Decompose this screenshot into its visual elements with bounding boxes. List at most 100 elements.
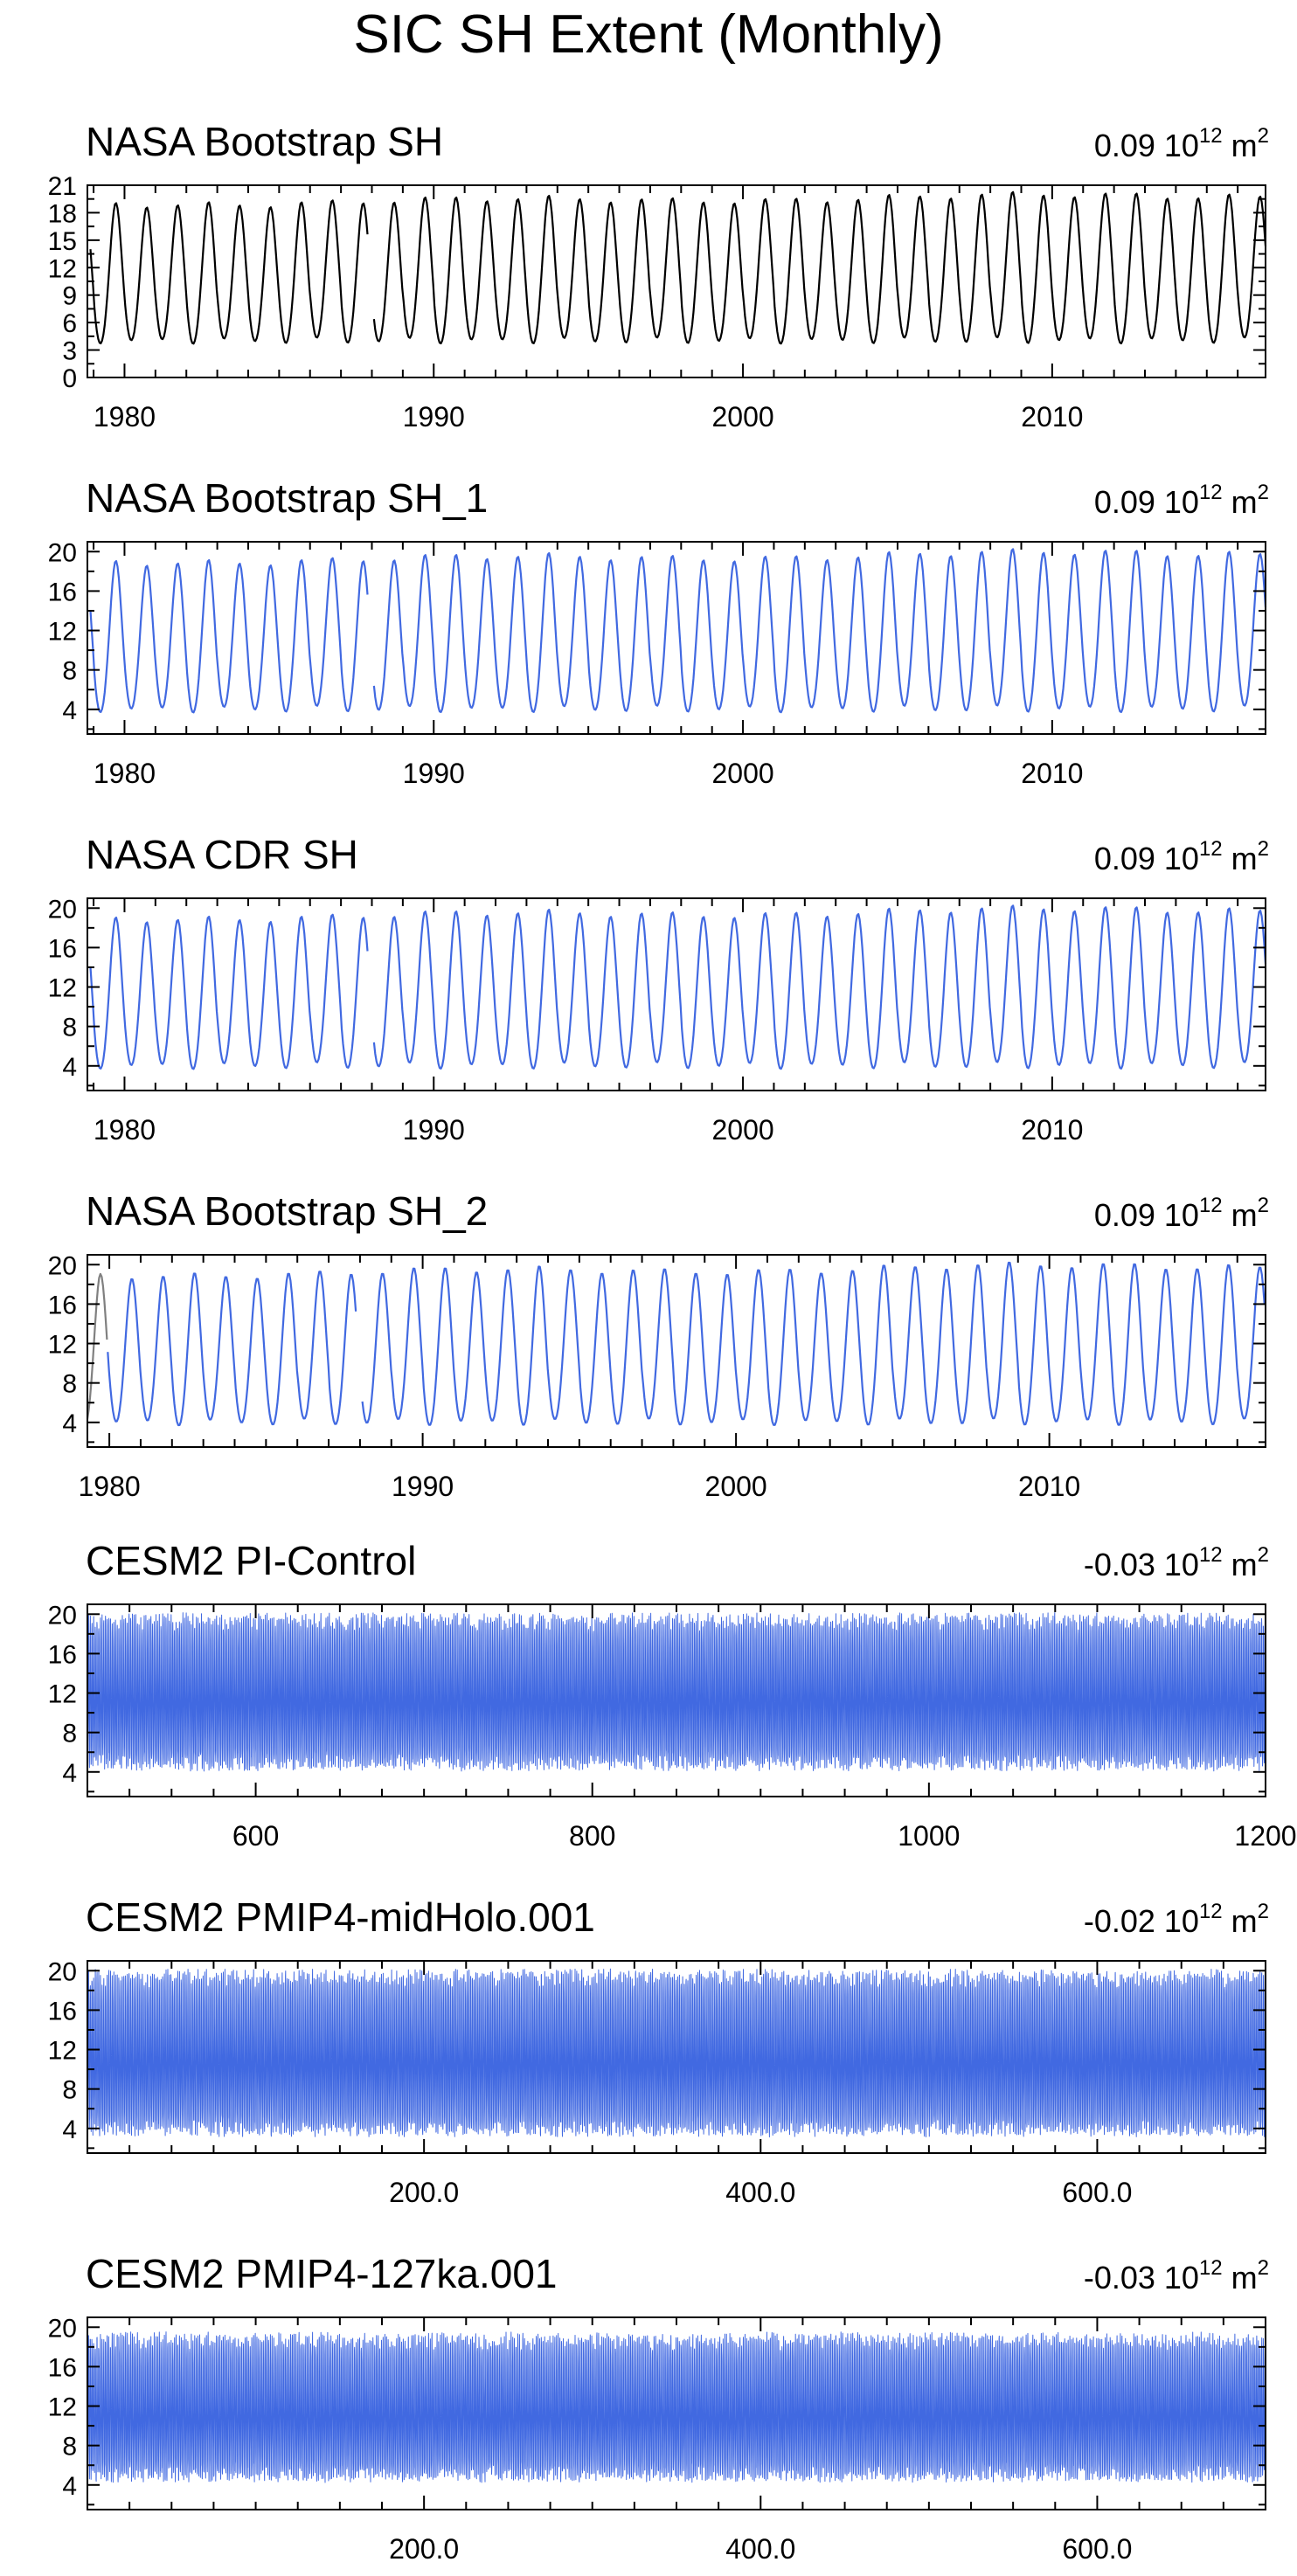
- panel-mean-value: -0.03 1012 m2: [1083, 2256, 1269, 2296]
- y-tick-label: 8: [62, 1720, 77, 1748]
- x-tick-label: 1980: [94, 401, 156, 433]
- y-tick-label: 20: [48, 1251, 77, 1280]
- y-tick-label: 16: [48, 1997, 77, 2025]
- plot-frame: [87, 541, 1266, 735]
- y-tick-label: 8: [62, 2433, 77, 2462]
- panel-4: 4 8 12 16 20 1980 1990 2000 2010: [48, 1251, 1266, 1502]
- panel-2: 4 8 12 16 20 1980 1990 2000 2010: [48, 538, 1267, 789]
- panel-title: NASA CDR SH: [86, 832, 358, 877]
- plot-frame: [87, 184, 1266, 378]
- y-tick-label: 12: [48, 1331, 77, 1360]
- y-tick-label: 8: [62, 657, 77, 686]
- y-tick-label: 4: [62, 2116, 77, 2144]
- data-series-1: [87, 1968, 1266, 2138]
- y-tick-label: 16: [48, 578, 77, 606]
- y-tick-label: 16: [48, 2353, 77, 2382]
- y-tick-label: 4: [62, 1409, 77, 1438]
- y-tick-label: 8: [62, 1014, 77, 1042]
- y-tick-label: 9: [62, 282, 77, 311]
- x-tick-label: 400.0: [725, 2533, 795, 2565]
- panel-mean-value: 0.09 1012 m2: [1093, 124, 1269, 164]
- panel-mean-value: -0.02 1012 m2: [1083, 1900, 1269, 1940]
- x-tick-label: 800: [569, 1820, 615, 1852]
- y-tick-label: 4: [62, 1053, 77, 1082]
- y-tick-label: 15: [48, 227, 77, 256]
- data-series-1: [87, 1612, 1266, 1772]
- y-tick-label: 16: [48, 1291, 77, 1319]
- y-tick-label: 0: [62, 364, 77, 393]
- plot-frame: [87, 897, 1266, 1091]
- y-tick-label: 16: [48, 934, 77, 963]
- y-tick-label: 21: [48, 172, 77, 201]
- y-tick-label: 20: [48, 2314, 77, 2343]
- x-tick-label: 400.0: [725, 2177, 795, 2208]
- panel-title: NASA Bootstrap SH_1: [86, 475, 489, 521]
- x-tick-label: 2010: [1018, 1471, 1080, 1502]
- panel-5: 4 8 12 16 20 600 800 1000 1200: [48, 1601, 1297, 1852]
- y-tick-label: 20: [48, 1601, 77, 1630]
- data-series-1: [89, 904, 1267, 1070]
- panel-title: CESM2 PMIP4-127ka.001: [86, 2251, 558, 2296]
- y-tick-label: 12: [48, 618, 77, 647]
- y-tick-label: 12: [48, 974, 77, 1003]
- x-tick-label: 200.0: [389, 2533, 459, 2565]
- y-tick-label: 8: [62, 2076, 77, 2105]
- x-tick-label: 1980: [79, 1471, 141, 1502]
- y-tick-label: 20: [48, 895, 77, 924]
- y-tick-label: 8: [62, 1370, 77, 1399]
- data-series-1: [87, 2331, 1266, 2483]
- data-series-1: [89, 190, 1267, 345]
- x-tick-label: 1990: [392, 1471, 454, 1502]
- plot-frame: [87, 1254, 1266, 1448]
- panel-mean-value: 0.09 1012 m2: [1093, 1194, 1269, 1234]
- y-tick-label: 16: [48, 1640, 77, 1669]
- data-series-1: [86, 1272, 108, 1419]
- y-tick-label: 4: [62, 696, 77, 725]
- x-tick-label: 600: [232, 1820, 279, 1852]
- y-tick-label: 20: [48, 538, 77, 567]
- y-tick-label: 12: [48, 2037, 77, 2066]
- panel-mean-value: 0.09 1012 m2: [1093, 481, 1269, 521]
- x-tick-label: 2000: [705, 1471, 767, 1502]
- x-tick-label: 2010: [1021, 758, 1083, 789]
- panel-mean-value: 0.09 1012 m2: [1093, 837, 1269, 877]
- y-tick-label: 12: [48, 1680, 77, 1709]
- x-tick-label: 1200: [1234, 1820, 1296, 1852]
- y-tick-label: 6: [62, 309, 77, 338]
- y-tick-label: 12: [48, 254, 77, 283]
- x-tick-label: 1000: [898, 1820, 960, 1852]
- panel-title: NASA Bootstrap SH_2: [86, 1188, 489, 1234]
- panel-7: 4 8 12 16 20 200.0 400.0 600.0: [48, 2314, 1266, 2565]
- x-tick-label: 1990: [403, 758, 465, 789]
- data-series-2: [107, 1261, 1266, 1427]
- y-tick-label: 3: [62, 337, 77, 366]
- y-tick-label: 12: [48, 2393, 77, 2422]
- data-series-1: [89, 548, 1267, 714]
- panel-title: CESM2 PI-Control: [86, 1538, 417, 1583]
- x-tick-label: 2000: [711, 1114, 773, 1146]
- x-tick-label: 1980: [94, 758, 156, 789]
- x-tick-label: 2010: [1021, 1114, 1083, 1146]
- panel-3: 4 8 12 16 20 1980 1990 2000 2010: [48, 895, 1267, 1146]
- x-tick-label: 2000: [711, 401, 773, 433]
- panel-6: 4 8 12 16 20 200.0 400.0 600.0: [48, 1957, 1266, 2208]
- x-tick-label: 600.0: [1062, 2533, 1132, 2565]
- y-tick-label: 4: [62, 1759, 77, 1788]
- y-tick-label: 18: [48, 199, 77, 228]
- x-tick-label: 2010: [1021, 401, 1083, 433]
- x-tick-label: 1990: [403, 1114, 465, 1146]
- y-tick-label: 20: [48, 1957, 77, 1986]
- panel-mean-value: -0.03 1012 m2: [1083, 1543, 1269, 1583]
- x-tick-label: 200.0: [389, 2177, 459, 2208]
- panel-title: CESM2 PMIP4-midHolo.001: [86, 1894, 595, 1940]
- panel-title: NASA Bootstrap SH: [86, 119, 444, 164]
- x-tick-label: 1990: [403, 401, 465, 433]
- figure-title: SIC SH Extent (Monthly): [353, 4, 944, 65]
- x-tick-label: 600.0: [1062, 2177, 1132, 2208]
- y-tick-label: 4: [62, 2472, 77, 2501]
- x-tick-label: 2000: [711, 758, 773, 789]
- x-tick-label: 1980: [94, 1114, 156, 1146]
